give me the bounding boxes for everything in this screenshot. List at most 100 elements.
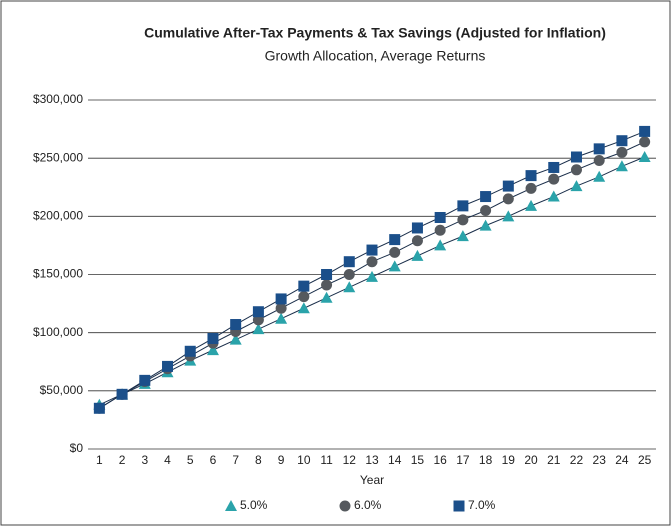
marker: [343, 256, 355, 268]
x-tick-label: 7: [232, 453, 239, 467]
marker: [615, 160, 628, 172]
marker: [434, 211, 446, 223]
marker: [252, 323, 265, 335]
marker: [298, 291, 310, 303]
marker: [457, 214, 469, 226]
legend-marker: [339, 500, 351, 512]
y-tick-label: $150,000: [33, 267, 83, 281]
marker: [616, 135, 628, 147]
marker: [366, 244, 378, 256]
x-tick-label: 1: [96, 453, 103, 467]
legend-label: 6.0%: [354, 498, 382, 512]
marker: [229, 333, 242, 345]
marker: [388, 260, 401, 272]
marker: [593, 143, 605, 155]
marker: [525, 182, 537, 194]
marker: [525, 199, 538, 211]
y-tick-label: $0: [70, 441, 84, 455]
marker: [320, 291, 333, 303]
marker: [411, 235, 423, 247]
marker: [275, 302, 287, 314]
y-tick-label: $250,000: [33, 150, 83, 164]
marker: [480, 191, 492, 203]
marker: [275, 293, 287, 305]
marker: [593, 170, 606, 182]
marker: [343, 269, 355, 280]
x-tick-label: 24: [615, 453, 629, 467]
marker: [411, 249, 424, 261]
y-tick-label: $100,000: [33, 325, 83, 339]
x-tick-label: 20: [524, 453, 538, 467]
marker: [275, 312, 288, 324]
chart-title: Cumulative After-Tax Payments & Tax Savi…: [144, 25, 606, 41]
x-tick-label: 13: [365, 453, 379, 467]
marker: [525, 170, 537, 182]
x-axis-label: Year: [360, 473, 384, 487]
marker: [570, 164, 582, 176]
x-tick-label: 4: [164, 453, 171, 467]
x-tick-label: 18: [479, 453, 493, 467]
marker: [502, 193, 514, 205]
x-tick-label: 11: [320, 453, 333, 467]
x-tick-label: 3: [141, 453, 148, 467]
x-tick-label: 6: [210, 453, 217, 467]
y-tick-label: $50,000: [40, 383, 84, 397]
marker: [593, 154, 605, 166]
marker: [389, 234, 401, 246]
y-tick-label: $200,000: [33, 209, 83, 223]
marker: [366, 256, 378, 268]
x-tick-label: 17: [456, 453, 470, 467]
x-tick-label: 2: [119, 453, 126, 467]
marker: [321, 279, 333, 291]
x-tick-label: 14: [388, 453, 402, 467]
x-tick-label: 12: [343, 453, 357, 467]
x-tick-label: 19: [502, 453, 516, 467]
marker: [297, 302, 310, 314]
marker: [547, 190, 560, 202]
x-tick-label: 25: [638, 453, 652, 467]
x-tick-label: 10: [297, 453, 311, 467]
x-tick-label: 16: [433, 453, 447, 467]
marker: [321, 269, 333, 280]
marker: [252, 306, 264, 318]
legend-marker: [225, 500, 237, 511]
x-tick-label: 23: [593, 453, 607, 467]
marker: [548, 161, 560, 173]
marker: [638, 151, 651, 163]
legend-label: 7.0%: [468, 498, 496, 512]
legend-marker: [453, 500, 465, 512]
marker: [207, 332, 219, 344]
chart-subtitle: Growth Allocation, Average Returns: [265, 48, 486, 64]
marker: [434, 224, 446, 236]
marker: [570, 151, 582, 163]
marker: [389, 246, 401, 258]
x-tick-label: 21: [547, 453, 561, 467]
marker: [502, 180, 514, 192]
legend-label: 5.0%: [240, 498, 268, 512]
marker: [480, 205, 492, 217]
marker: [434, 239, 447, 251]
marker: [570, 180, 583, 192]
x-tick-label: 22: [570, 453, 584, 467]
marker: [639, 136, 651, 148]
marker: [411, 222, 423, 234]
marker: [479, 219, 492, 231]
marker: [116, 388, 128, 400]
x-tick-label: 9: [278, 453, 285, 467]
marker: [343, 281, 356, 293]
marker: [639, 125, 651, 137]
x-tick-label: 15: [411, 453, 425, 467]
marker: [548, 173, 560, 185]
marker: [366, 270, 378, 282]
marker: [184, 345, 196, 357]
marker: [457, 200, 469, 212]
x-tick-label: 8: [255, 453, 262, 467]
marker: [230, 319, 242, 331]
marker: [456, 230, 469, 242]
marker: [502, 210, 515, 222]
marker: [162, 360, 174, 372]
marker: [139, 374, 151, 386]
marker: [206, 344, 219, 356]
